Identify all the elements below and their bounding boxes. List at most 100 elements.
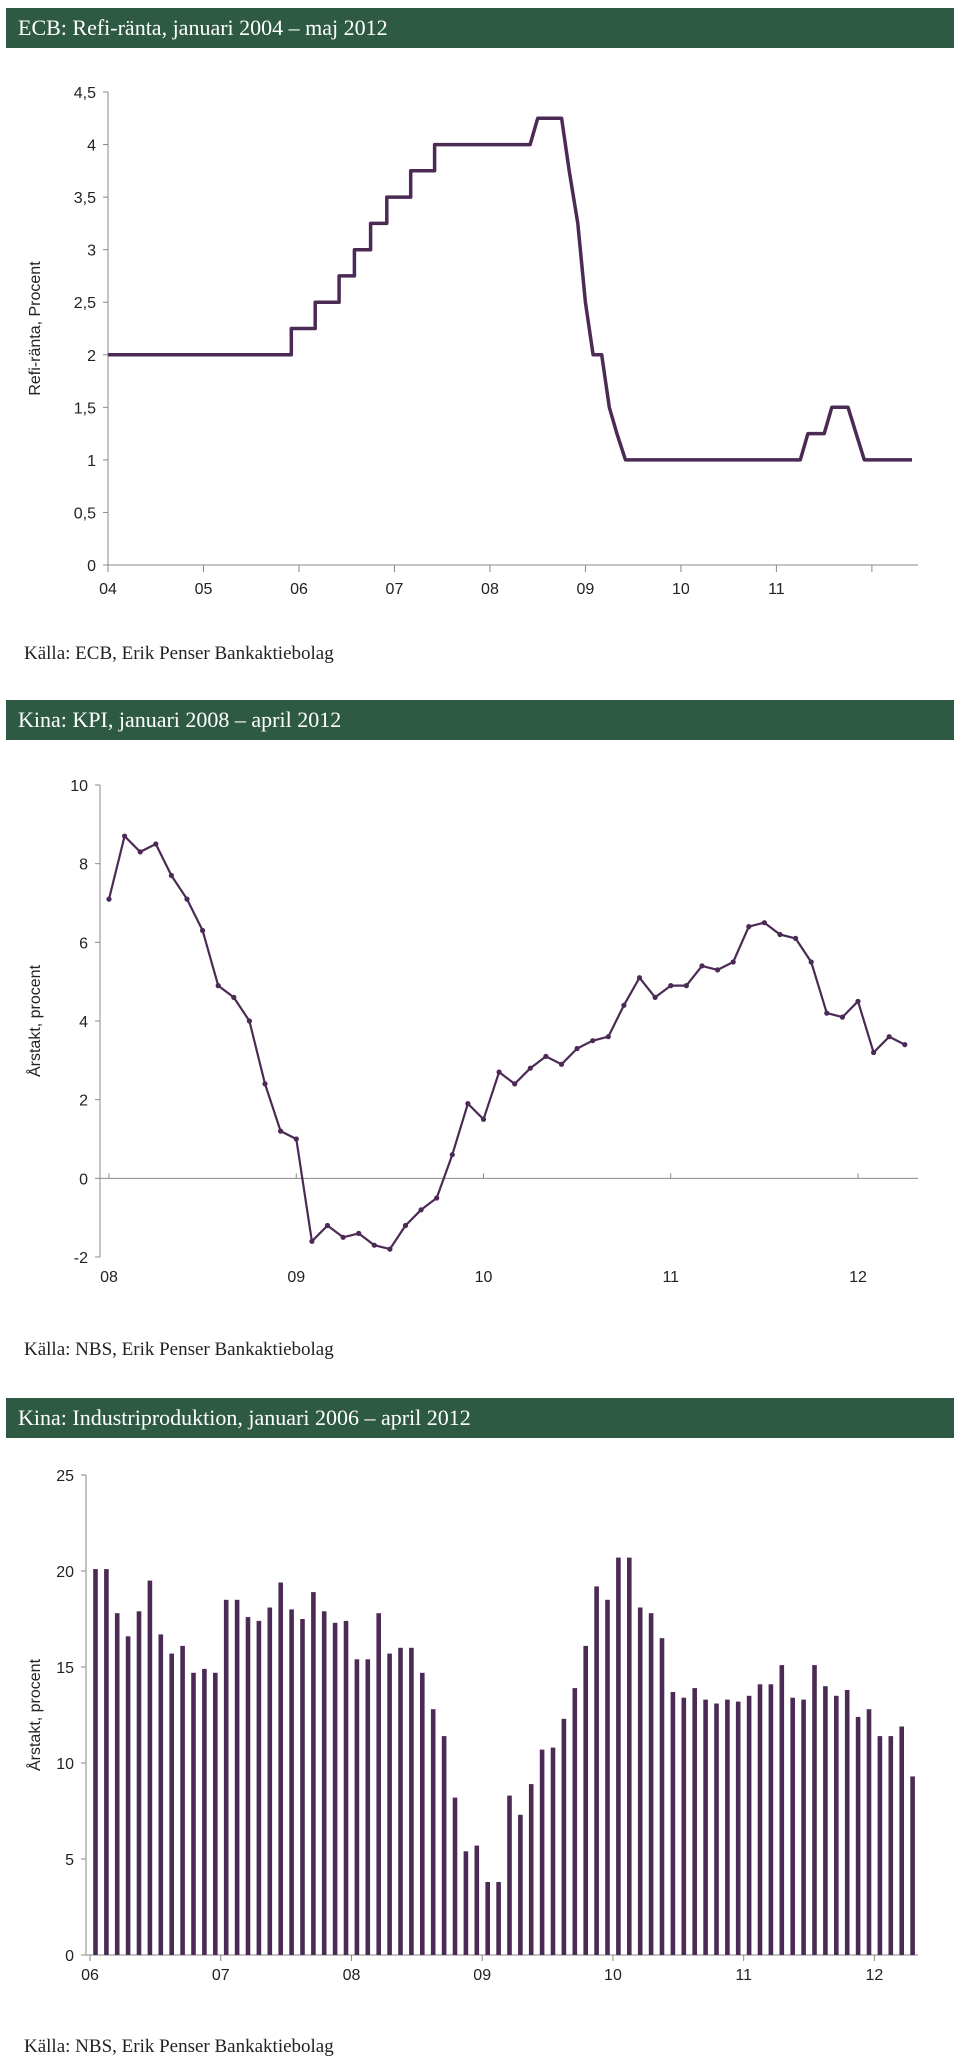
industrial-production-bar	[616, 1557, 621, 1955]
industrial-production-bar	[757, 1684, 763, 1955]
cpi-point	[730, 959, 736, 965]
x-tick-label: 11	[662, 1269, 679, 1286]
chart-title-banner: ECB: Refi-ränta, januari 2004 – maj 2012	[6, 8, 954, 48]
x-tick-label: 10	[604, 1967, 622, 1984]
cpi-point	[480, 1116, 487, 1122]
industrial-production-bar	[866, 1709, 872, 1955]
industrial-production-bar	[191, 1672, 196, 1955]
industrial-production-bar	[213, 1672, 218, 1955]
chart-section-refi: ECB: Refi-ränta, januari 2004 – maj 2012…	[0, 0, 960, 680]
x-tick-label: 08	[481, 581, 499, 598]
y-tick-label: 1	[87, 453, 96, 470]
y-tick-label: 6	[79, 935, 88, 952]
industrial-production-bar	[910, 1776, 915, 1955]
industrial-production-bar	[812, 1665, 817, 1955]
industrial-production-bar	[365, 1659, 371, 1955]
x-tick-label: 04	[99, 581, 117, 598]
y-tick-label: 25	[56, 1468, 74, 1485]
y-tick-label: 10	[70, 778, 88, 795]
x-tick-label: 09	[473, 1967, 491, 1984]
industrial-production-bar	[768, 1684, 774, 1955]
industrial-production-bar	[855, 1716, 861, 1955]
cpi-point	[137, 849, 143, 855]
industrial-production-bar	[779, 1665, 785, 1955]
industrial-production-bar	[452, 1797, 458, 1955]
cpi-point	[496, 1069, 502, 1075]
industrial-production-bar	[725, 1699, 730, 1955]
x-tick-label: 08	[343, 1967, 361, 1984]
x-tick-label: 12	[849, 1269, 867, 1286]
industrial-production-bar	[267, 1607, 273, 1955]
cpi-point	[153, 841, 159, 847]
cpi-point	[839, 1014, 846, 1020]
industrial-production-bar	[158, 1634, 164, 1955]
industrial-production-bar	[735, 1701, 741, 1955]
refi-chart: 0 0,5 1 1,5 2 2,5 3 3,5 4 4,5 Refi-ränta, Procent 0…	[27, 85, 918, 598]
industrial-production-bar	[561, 1718, 567, 1955]
cpi-point	[527, 1065, 533, 1071]
cpi-point	[871, 1049, 877, 1056]
industrial-production-bar	[877, 1736, 883, 1955]
x-tick-label: 10	[475, 1269, 493, 1286]
cpi-point	[683, 983, 690, 989]
cpi-point	[543, 1053, 549, 1059]
x-tick-label: 12	[866, 1967, 884, 1984]
y-axis-label: Årstakt, procent	[25, 1658, 44, 1771]
industrial-production-bar	[583, 1645, 588, 1955]
cpi-point	[324, 1222, 331, 1229]
industrial-production-bar	[888, 1736, 894, 1955]
chart-title-banner: Kina: KPI, januari 2008 – april 2012	[6, 700, 954, 740]
cpi-point	[793, 935, 799, 941]
y-tick-label: 2	[87, 348, 96, 365]
y-tick-label: 3,5	[74, 190, 96, 207]
industrial-production-bar	[844, 1690, 850, 1955]
y-tick-label: 20	[56, 1564, 74, 1581]
cpi-point	[652, 994, 658, 1000]
industrial-production-bar	[605, 1599, 610, 1955]
industrial-production-bar	[474, 1845, 480, 1955]
x-tick-label: 06	[290, 581, 308, 598]
chart-section-cpi: Kina: KPI, januari 2008 – april 2012 -2 0…	[0, 700, 960, 1380]
y-axis-label: Årstakt, procent	[25, 964, 44, 1077]
cpi-chart: -2 0 2 4 6 8 10 Årstakt, procent 08 09 10 11 12	[25, 778, 918, 1286]
cpi-point	[246, 1018, 252, 1024]
industrial-production-bar	[692, 1688, 697, 1955]
y-tick-label: 10	[56, 1756, 74, 1773]
cpi-point	[371, 1242, 377, 1248]
industrial-production-bar	[441, 1736, 447, 1955]
cpi-point	[434, 1195, 440, 1201]
x-tick-label: 10	[672, 581, 690, 598]
source-note: Källa: ECB, Erik Penser Bankaktiebolag	[24, 643, 334, 664]
cpi-point	[590, 1038, 596, 1044]
cpi-point	[715, 967, 721, 973]
y-tick-label: 3	[87, 243, 96, 260]
cpi-point	[387, 1246, 393, 1252]
industrial-production-bar	[289, 1609, 294, 1955]
cpi-point	[293, 1136, 299, 1142]
cpi-point	[761, 920, 768, 926]
industrial-production-bar	[823, 1686, 828, 1955]
cpi-point	[200, 927, 206, 934]
industrial-production-bar	[300, 1619, 305, 1955]
industrial-production-bar	[136, 1611, 142, 1955]
industrial-production-bar	[899, 1726, 904, 1955]
x-tick-label: 05	[195, 581, 213, 598]
industrial-production-bar	[234, 1599, 240, 1955]
industrial-production-bar	[790, 1697, 795, 1955]
cpi-point	[449, 1152, 455, 1158]
industrial-production-bar	[594, 1586, 599, 1955]
industrial-production-bar	[321, 1611, 327, 1955]
y-tick-label: 0	[87, 558, 96, 575]
cpi-point	[621, 1002, 627, 1008]
y-tick-label: 5	[65, 1852, 74, 1869]
industrial-production-bar	[223, 1599, 229, 1955]
industrial-production-bar	[376, 1613, 381, 1955]
x-tick-label: 07	[386, 581, 404, 598]
cpi-point	[309, 1238, 315, 1244]
cpi-point	[855, 998, 861, 1004]
cpi-point	[106, 896, 112, 902]
industrial-production-bar	[93, 1569, 98, 1955]
x-tick-label: 11	[735, 1967, 752, 1984]
industrial-production-bar	[420, 1672, 425, 1955]
cpi-point	[465, 1101, 471, 1107]
